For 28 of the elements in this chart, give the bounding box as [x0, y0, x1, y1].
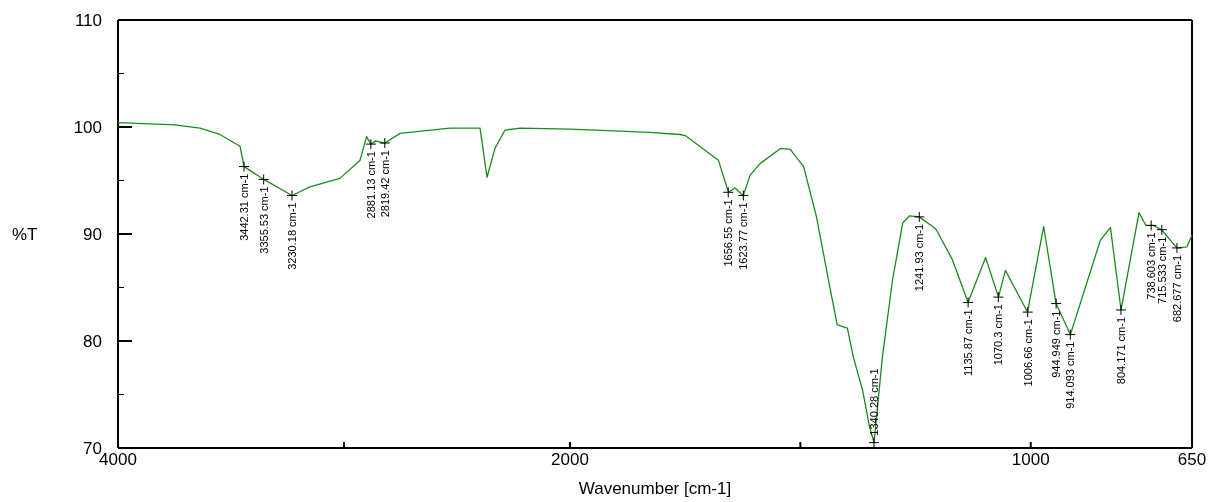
- annotation: 1070.3 cm-1: [992, 304, 1005, 366]
- annotation: 1656.55 cm-1: [722, 199, 735, 267]
- annotation: 3230.18 cm-1: [285, 202, 298, 270]
- y-axis-title: %T: [12, 225, 38, 244]
- annotation: 2881.13 cm-1: [364, 151, 377, 219]
- y-tick-label: 80: [83, 331, 102, 351]
- y-tick-label: 90: [83, 224, 102, 244]
- annotation: 1623.77 cm-1: [737, 202, 750, 270]
- annotation: 682.677 cm-1: [1170, 254, 1183, 323]
- annotation: 1006.66 cm-1: [1021, 319, 1034, 387]
- annotation: 1135.87 cm-1: [962, 309, 975, 376]
- annotation: 738.603 cm-1: [1145, 232, 1158, 300]
- y-tick-label: 100: [73, 117, 102, 137]
- annotation: 914.093 cm-1: [1064, 341, 1077, 409]
- x-tick-label: 2000: [551, 450, 589, 469]
- annotation: 3355.53 cm-1: [257, 186, 270, 254]
- annotation: 2819.42 cm-1: [378, 150, 391, 218]
- annotation: 804.171 cm-1: [1114, 316, 1127, 385]
- x-tick-label: 650: [1177, 450, 1207, 469]
- annotation: 1340.28 cm-1: [867, 368, 880, 436]
- x-tick-label: 1000: [1011, 450, 1050, 469]
- annotation: 944.949 cm-1: [1050, 310, 1063, 378]
- annotation: 1241.93 cm-1: [913, 223, 926, 292]
- y-tick-label: 110: [74, 10, 102, 30]
- annotation: 3442.31 cm-1: [238, 173, 251, 241]
- annotation: 715.533 cm-1: [1155, 236, 1168, 304]
- x-axis-title: Wavenumber [cm-1]: [578, 479, 732, 498]
- y-tick-label: 70: [83, 438, 102, 458]
